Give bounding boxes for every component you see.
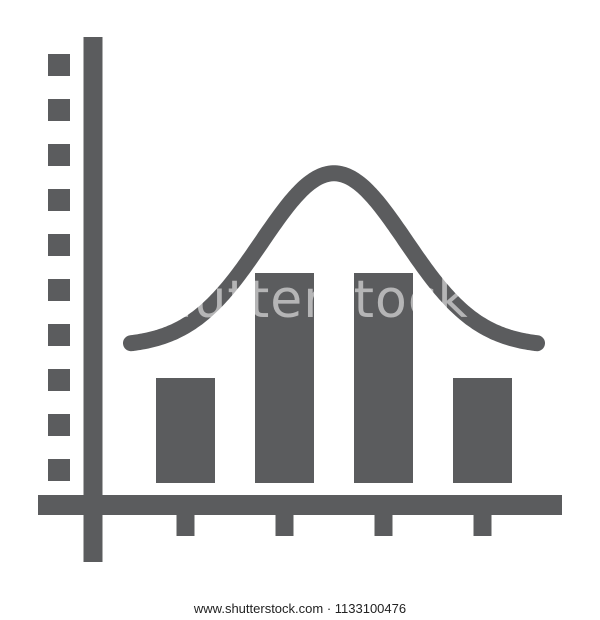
x-tick-mark [176, 515, 195, 536]
y-tick-mark [48, 279, 70, 301]
y-tick-mark [48, 189, 70, 211]
histogram-chart [38, 37, 562, 562]
x-tick-mark [275, 515, 294, 536]
y-tick-mark [48, 234, 70, 256]
y-tick-mark [48, 54, 70, 76]
y-axis [83, 37, 103, 562]
y-tick-mark [48, 459, 70, 481]
y-tick-mark [48, 144, 70, 166]
bar [354, 273, 413, 483]
x-tick-mark [473, 515, 492, 536]
y-tick-mark [48, 369, 70, 391]
bar [255, 273, 314, 483]
y-tick-mark [48, 414, 70, 436]
bar [453, 378, 512, 483]
watermark-footer: www.shutterstock.com · 1133100476 [193, 601, 407, 616]
x-tick-mark [374, 515, 393, 536]
bar [156, 378, 215, 483]
y-tick-mark [48, 99, 70, 121]
x-axis [38, 495, 562, 515]
distribution-curve [123, 165, 545, 352]
y-tick-mark [48, 324, 70, 346]
footer-strip [0, 590, 600, 620]
